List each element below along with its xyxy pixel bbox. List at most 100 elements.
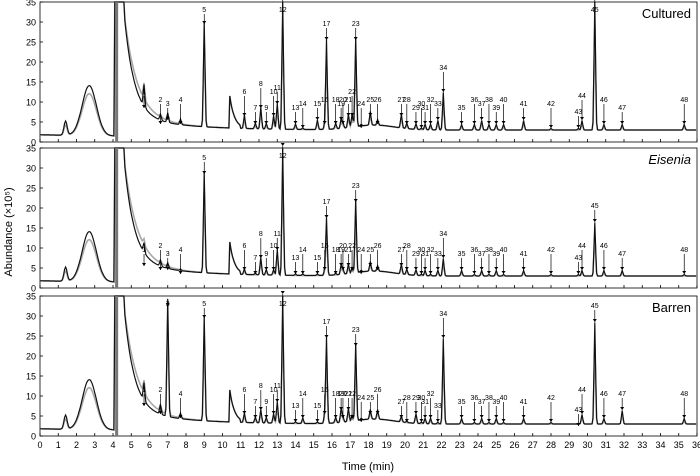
peak-arrowhead-22 — [350, 415, 355, 418]
peak-arrowhead-46 — [601, 267, 606, 270]
y-tick-label: 5 — [31, 264, 36, 274]
peak-arrowhead-18 — [333, 415, 338, 418]
y-tick-label: 30 — [26, 18, 36, 28]
peak-arrowhead-3 — [165, 303, 170, 306]
x-tick-label: 14 — [290, 440, 300, 450]
x-tick-label: 18 — [363, 440, 373, 450]
peak-label-22: 22 — [348, 89, 356, 96]
panel-title: Cultured — [642, 6, 691, 21]
peak-arrowhead-24 — [359, 419, 364, 422]
peak-label-33: 33 — [434, 251, 442, 258]
peak-label-42: 42 — [547, 395, 555, 402]
peak-label-21: 21 — [345, 247, 353, 254]
peak-arrowhead-33 — [435, 419, 440, 422]
peak-arrowhead-28 — [404, 267, 409, 270]
peak-arrowhead-34 — [441, 89, 446, 92]
peak-label-5: 5 — [202, 7, 206, 14]
peak-arrowhead-17 — [324, 335, 329, 338]
peak-label-22: 22 — [348, 243, 356, 250]
x-tick-label: 1 — [56, 440, 61, 450]
peak-arrowhead-37 — [479, 117, 484, 120]
peak-arrowhead-26 — [375, 121, 380, 124]
x-tick-label: 3 — [92, 440, 97, 450]
peak-label-42: 42 — [547, 101, 555, 108]
peak-label-30: 30 — [418, 247, 426, 254]
peak-label-30: 30 — [418, 101, 426, 108]
peak-label-11: 11 — [274, 383, 281, 390]
x-tick-label: 10 — [217, 440, 227, 450]
peak-arrowhead-31 — [423, 121, 428, 124]
peak-label-8: 8 — [259, 231, 263, 238]
y-tick-label: 35 — [26, 144, 36, 154]
peak-label-35: 35 — [458, 105, 466, 112]
peak-label-42: 42 — [547, 247, 555, 254]
x-tick-label: 28 — [546, 440, 556, 450]
peak-label-5: 5 — [202, 301, 206, 308]
trace-black — [40, 295, 697, 431]
peak-label-32: 32 — [427, 391, 435, 398]
peak-label-21: 21 — [345, 391, 353, 398]
peak-label-7: 7 — [253, 255, 257, 262]
peak-label-28: 28 — [403, 243, 411, 250]
peak-arrowhead-16 — [322, 121, 327, 124]
peak-label-7: 7 — [253, 399, 257, 406]
y-tick-label: 30 — [26, 164, 36, 174]
peak-arrowhead-9 — [264, 121, 269, 124]
peak-arrowhead-42 — [549, 271, 553, 274]
peak-arrowhead-22 — [350, 113, 355, 116]
peak-label-26: 26 — [374, 387, 382, 394]
peak-arrowhead-7 — [253, 271, 258, 274]
peak-label-43: 43 — [574, 109, 582, 116]
peak-arrowhead-18 — [333, 271, 338, 274]
peak-arrowhead-47 — [620, 407, 625, 410]
peak-arrowhead-7 — [253, 121, 258, 124]
peak-label-48: 48 — [680, 391, 688, 398]
peak-arrowhead-23 — [353, 343, 358, 346]
peak-label-41: 41 — [520, 251, 528, 258]
x-tick-label: 35 — [674, 440, 684, 450]
x-tick-label: 33 — [637, 440, 647, 450]
peak-arrowhead-22 — [350, 267, 355, 270]
peak-label-33: 33 — [434, 101, 442, 108]
peak-arrowhead-35 — [459, 415, 464, 418]
peak-label-17: 17 — [323, 199, 331, 206]
peak-label-16: 16 — [321, 387, 329, 394]
peak-arrowhead-11 — [275, 247, 280, 250]
x-tick-label: 25 — [491, 440, 501, 450]
peak-label-26: 26 — [374, 97, 382, 104]
peak-arrowhead-27 — [399, 263, 404, 266]
peak-arrowhead-19 — [339, 263, 344, 266]
peak-arrowhead-19 — [339, 117, 344, 120]
peak-label-17: 17 — [323, 21, 331, 28]
x-tick-label: 34 — [655, 440, 665, 450]
peak-label-1: 1 — [142, 89, 146, 96]
peak-label-18: 18 — [332, 247, 340, 254]
peak-arrowhead-5 — [202, 171, 207, 174]
peak-arrowhead-42 — [549, 125, 553, 128]
peak-label-40: 40 — [500, 395, 508, 402]
peak-arrowhead-4 — [178, 415, 183, 418]
peak-label-28: 28 — [403, 395, 411, 402]
peak-label-47: 47 — [618, 251, 626, 258]
x-tick-label: 16 — [327, 440, 337, 450]
x-tick-label: 11 — [236, 440, 245, 450]
x-tick-label: 6 — [147, 440, 152, 450]
peak-arrowhead-26 — [375, 267, 380, 270]
peak-arrowhead-27 — [399, 415, 404, 418]
x-tick-label: 27 — [528, 440, 538, 450]
peak-label-2: 2 — [158, 387, 162, 394]
peak-label-24: 24 — [357, 395, 365, 402]
peak-label-20: 20 — [339, 97, 347, 104]
peak-arrowhead-15 — [315, 117, 320, 120]
peak-arrowhead-23 — [353, 199, 358, 202]
peak-arrowhead-4 — [178, 271, 183, 274]
x-tick-label: 32 — [619, 440, 629, 450]
peak-arrowhead-20 — [340, 415, 345, 418]
peak-arrowhead-28 — [404, 121, 409, 124]
peak-label-18: 18 — [332, 391, 340, 398]
peak-label-10: 10 — [270, 89, 278, 96]
peak-label-2: 2 — [158, 97, 162, 104]
peak-label-36: 36 — [470, 395, 478, 402]
peak-label-27: 27 — [397, 97, 405, 104]
peak-label-37: 37 — [478, 101, 486, 108]
